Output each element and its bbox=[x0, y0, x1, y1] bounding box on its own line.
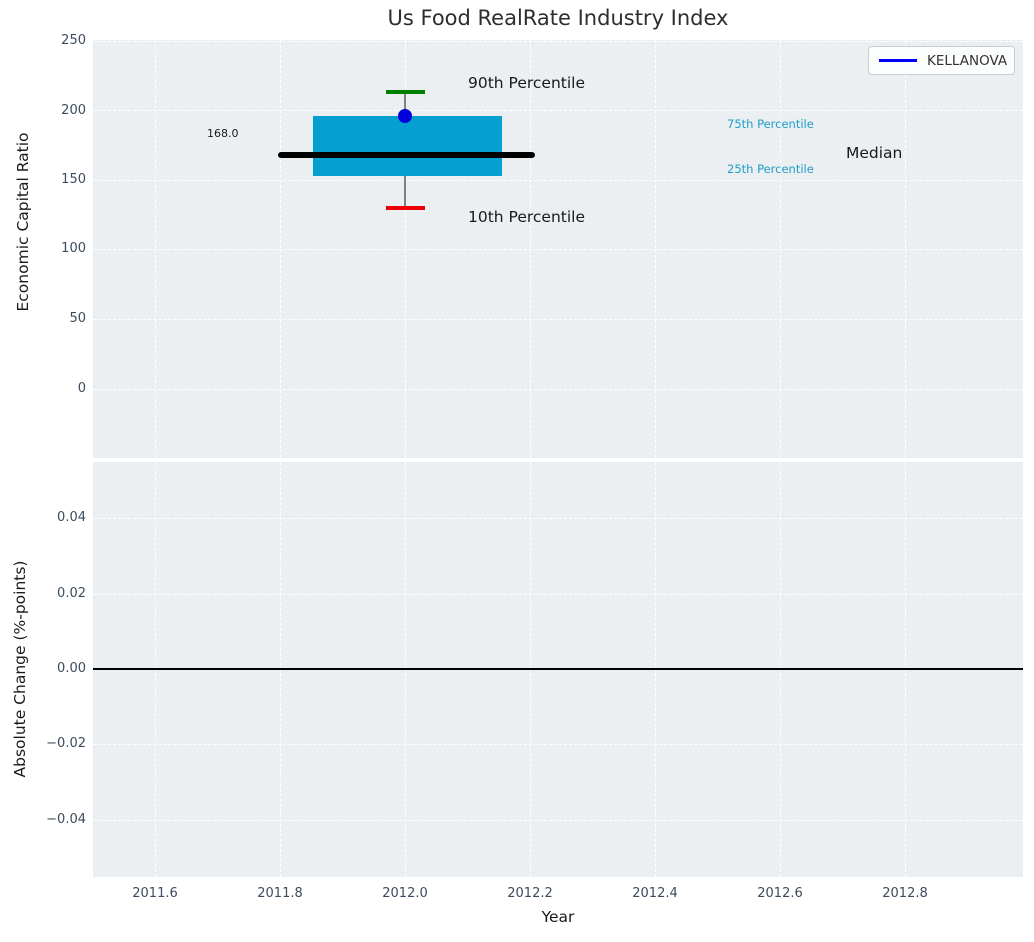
gridline-h bbox=[93, 744, 1023, 745]
zero-line bbox=[93, 668, 1023, 670]
xtick: 2012.0 bbox=[382, 886, 428, 901]
kellanova-marker bbox=[398, 109, 412, 123]
gridline-v bbox=[655, 40, 656, 458]
top-y-axis-label: Economic Capital Ratio bbox=[14, 132, 32, 312]
xtick: 2012.2 bbox=[507, 886, 553, 901]
p75-annotation: 75th Percentile bbox=[727, 117, 814, 131]
p10-cap bbox=[386, 206, 425, 210]
gridline-v bbox=[780, 40, 781, 458]
ytick: 0.02 bbox=[57, 586, 86, 601]
top-axes: 168.0 90th Percentile 10th Percentile 75… bbox=[93, 40, 1023, 458]
ytick: 0.00 bbox=[57, 661, 86, 676]
ytick: 100 bbox=[61, 241, 86, 256]
gridline-h bbox=[93, 41, 1023, 42]
bottom-axes bbox=[93, 462, 1023, 877]
ytick: 50 bbox=[69, 311, 86, 326]
ytick: −0.02 bbox=[46, 736, 86, 751]
legend-label: KELLANOVA bbox=[927, 52, 1008, 69]
ytick: 150 bbox=[61, 172, 86, 187]
p25-annotation: 25th Percentile bbox=[727, 162, 814, 176]
xtick: 2012.6 bbox=[757, 886, 803, 901]
gridline-h bbox=[93, 110, 1023, 111]
gridline-h bbox=[93, 180, 1023, 181]
bottom-y-axis-label: Absolute Change (%-points) bbox=[11, 560, 29, 778]
ytick: 200 bbox=[61, 103, 86, 118]
gridline-v bbox=[530, 40, 531, 458]
gridline-v bbox=[905, 40, 906, 458]
xtick: 2012.8 bbox=[882, 886, 928, 901]
median-value-annotation: 168.0 bbox=[207, 127, 239, 140]
gridline-h bbox=[93, 249, 1023, 250]
legend-line-sample bbox=[879, 59, 917, 62]
chart-title: Us Food RealRate Industry Index bbox=[387, 6, 729, 30]
p10-annotation: 10th Percentile bbox=[468, 208, 586, 226]
gridline-h bbox=[93, 319, 1023, 320]
legend: KELLANOVA bbox=[868, 46, 1015, 75]
median-line bbox=[278, 152, 535, 158]
gridline-v bbox=[280, 40, 281, 458]
ytick: −0.04 bbox=[46, 812, 86, 827]
gridline-h bbox=[93, 518, 1023, 519]
median-annotation: Median bbox=[846, 144, 903, 162]
gridline-v bbox=[405, 40, 406, 458]
gridline-h bbox=[93, 389, 1023, 390]
x-axis-label: Year bbox=[541, 908, 575, 926]
percentile-box bbox=[313, 116, 502, 176]
gridline-h bbox=[93, 594, 1023, 595]
gridline-h bbox=[93, 820, 1023, 821]
xtick: 2011.6 bbox=[132, 886, 178, 901]
xtick: 2011.8 bbox=[257, 886, 303, 901]
p90-cap bbox=[386, 90, 425, 94]
ytick: 0 bbox=[77, 381, 86, 396]
gridline-v bbox=[155, 40, 156, 458]
p90-annotation: 90th Percentile bbox=[468, 74, 586, 92]
ytick: 0.04 bbox=[57, 510, 86, 525]
ytick: 250 bbox=[61, 33, 86, 48]
xtick: 2012.4 bbox=[632, 886, 678, 901]
